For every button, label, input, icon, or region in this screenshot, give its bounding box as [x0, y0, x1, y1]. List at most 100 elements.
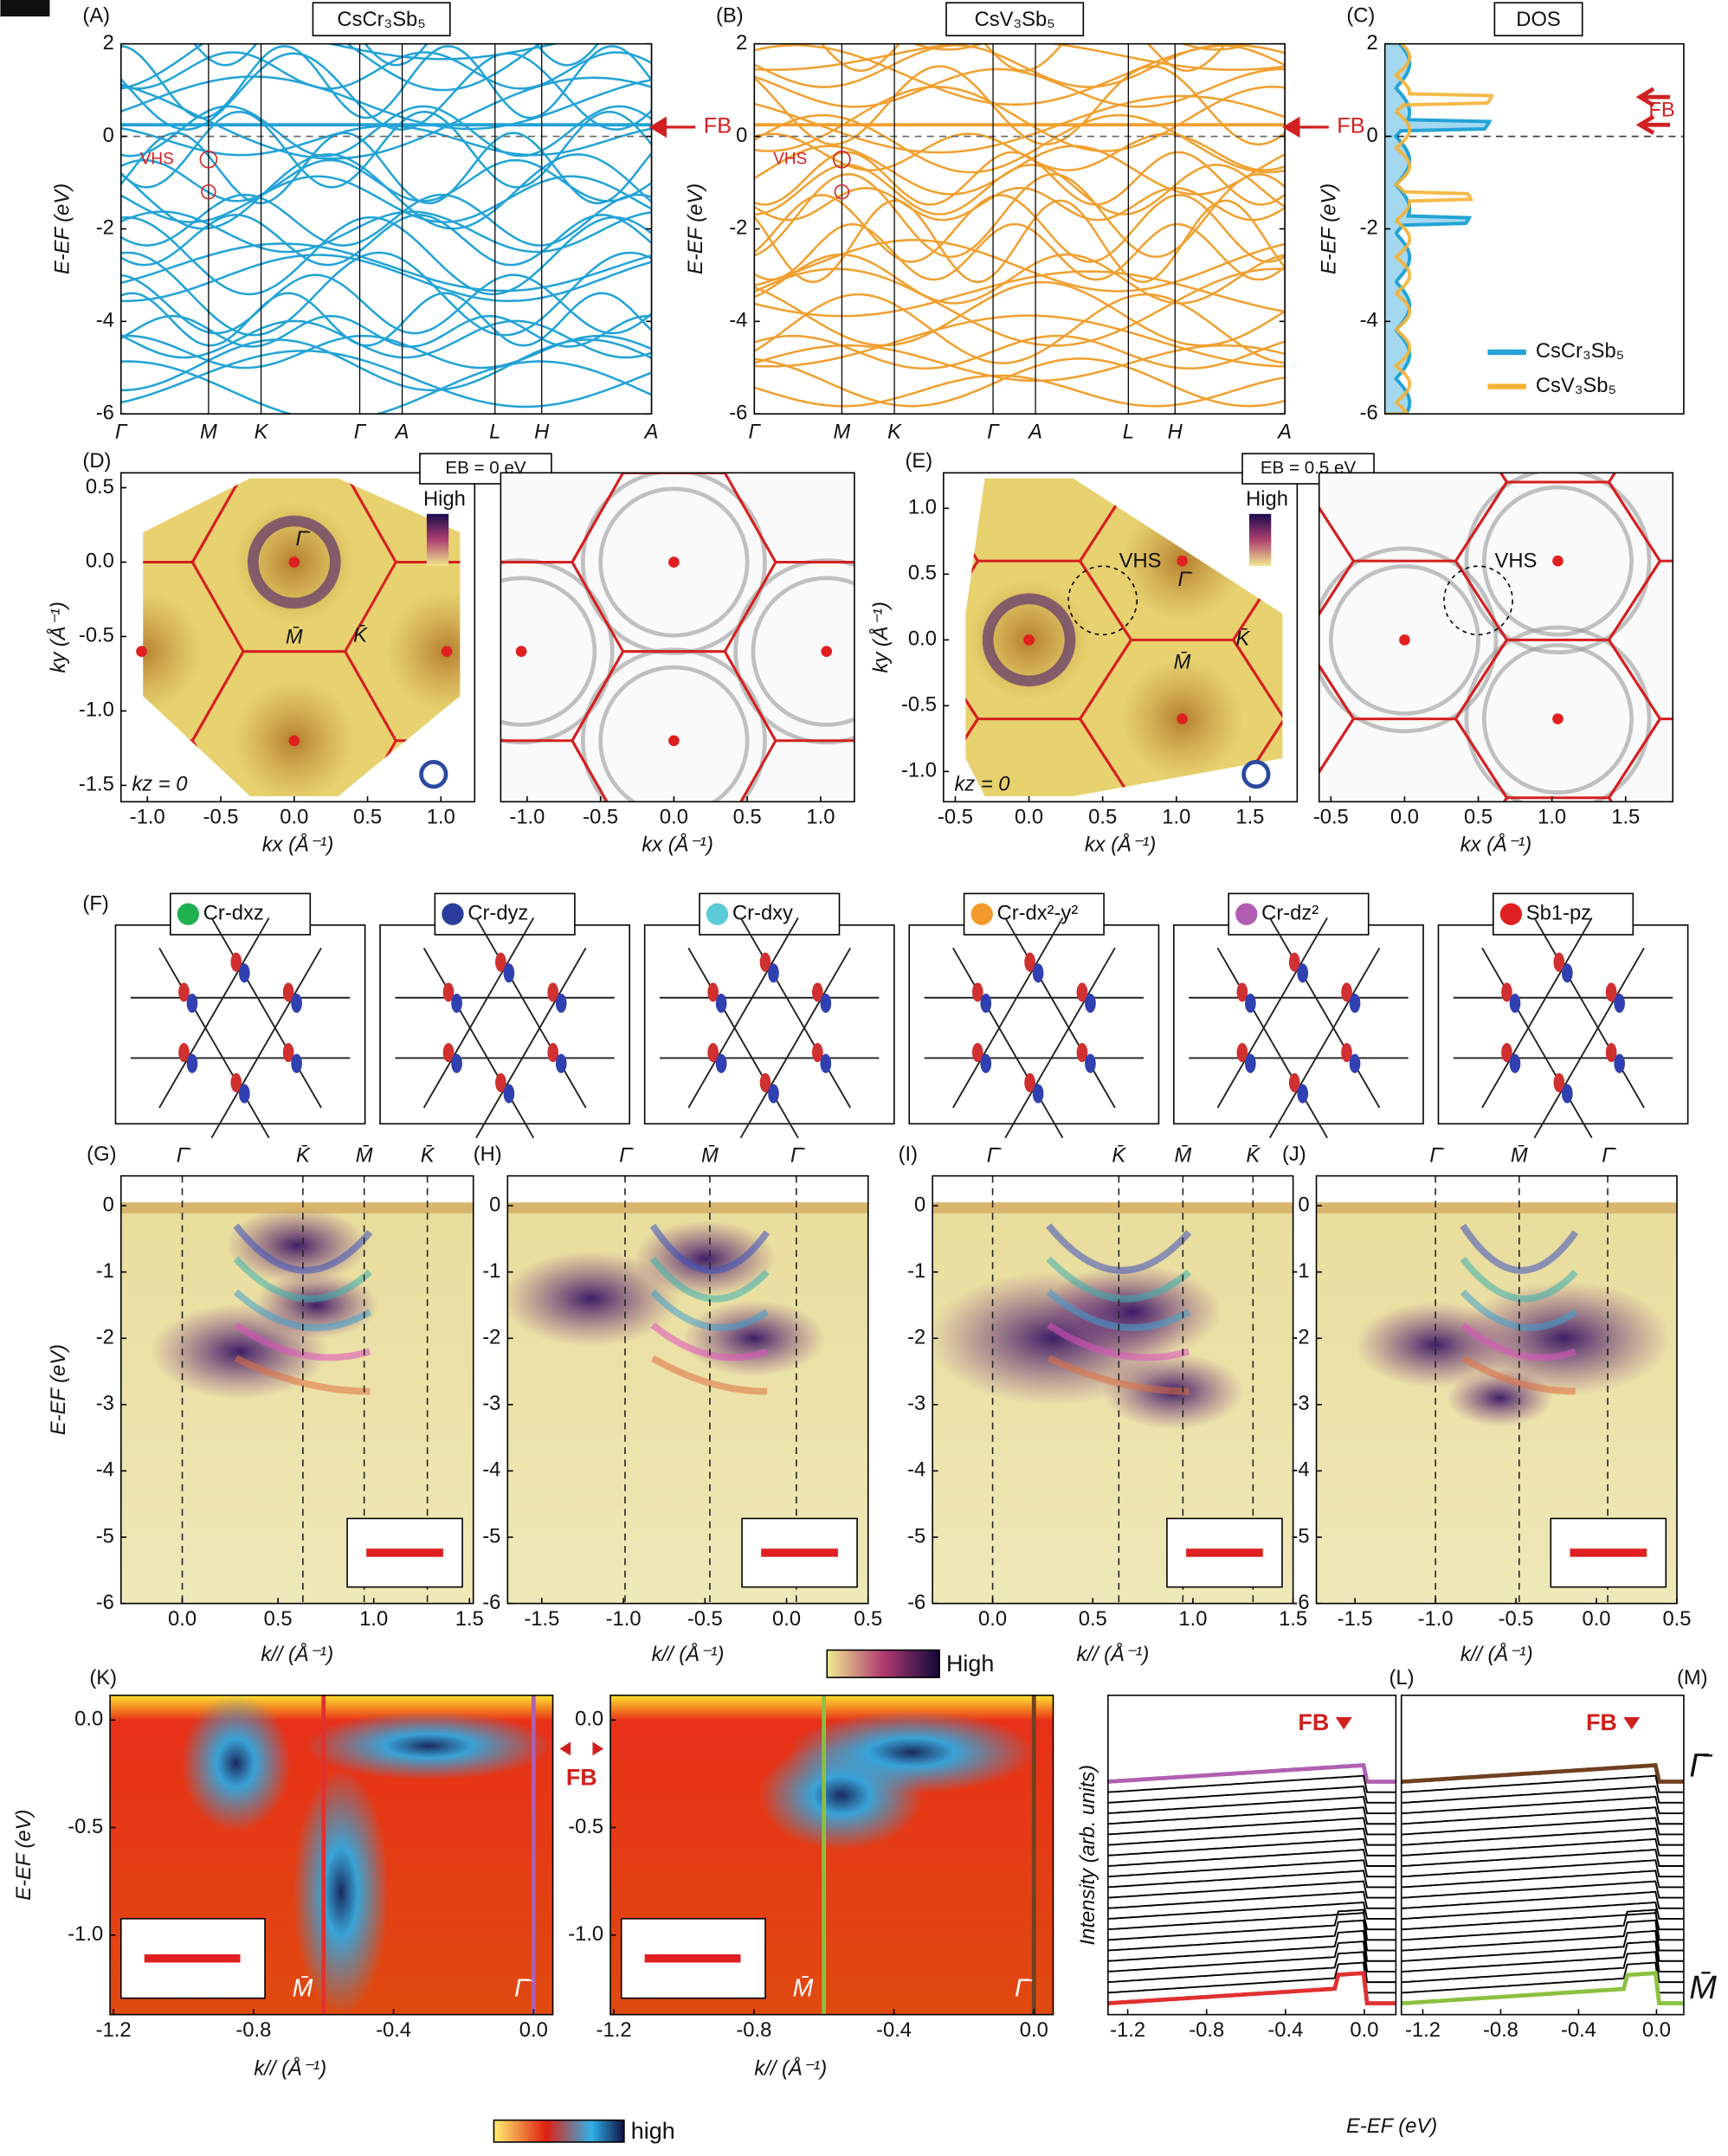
- y-tick-label: -4: [1291, 1458, 1309, 1482]
- band: [120, 254, 652, 302]
- y-tick-label: -0.5: [79, 624, 114, 647]
- fb-marker: [1335, 1717, 1352, 1730]
- kagome-line: [1481, 917, 1593, 1109]
- gamma-label: Γ̄: [1015, 1975, 1032, 2003]
- lobe: [442, 1042, 455, 1063]
- gamma-dot: [1177, 555, 1188, 567]
- lobe: [555, 993, 567, 1014]
- x-axis-label: k// (Å⁻¹): [1460, 1642, 1533, 1666]
- fs-ring: [733, 558, 854, 745]
- edc: [1401, 1919, 1684, 1952]
- edc-stack: [1401, 1762, 1684, 2006]
- band: [911, 43, 1254, 51]
- band: [754, 222, 1286, 281]
- vhs-circle: [834, 183, 850, 200]
- lobe: [1245, 1053, 1256, 1073]
- x-tick-label: 0.0: [168, 1607, 197, 1631]
- fs-ring: [598, 665, 750, 802]
- lobe: [291, 993, 302, 1014]
- k-point-label: M: [200, 421, 217, 444]
- y-tick-label: 0.0: [575, 1708, 603, 1731]
- y-tick-label: -2: [1291, 1326, 1309, 1349]
- x-tick-label: 1.0: [806, 806, 835, 829]
- edc: [1107, 1971, 1396, 2005]
- frame: [1383, 42, 1685, 415]
- y-tick-label: -6: [907, 1591, 925, 1614]
- calc-band: [1046, 1223, 1192, 1274]
- band: [754, 44, 1286, 88]
- edc: [1107, 1848, 1396, 1867]
- k-point-label: M̄: [701, 1144, 719, 1168]
- m-label: M̄: [793, 1975, 814, 2003]
- frame: [609, 1694, 1054, 2016]
- gamma-dot: [1399, 634, 1410, 646]
- y-tick-label: -3: [907, 1392, 925, 1415]
- x-tick-label: -0.5: [687, 1607, 723, 1631]
- lobe: [1236, 1042, 1248, 1063]
- x-tick-label: 0.0: [1015, 806, 1043, 829]
- kagome-line: [422, 917, 535, 1109]
- x-tick-label: -0.5: [1499, 1607, 1534, 1631]
- band: [120, 314, 652, 348]
- band: [120, 132, 652, 205]
- band: [754, 267, 1286, 347]
- gamma-dot: [441, 646, 453, 657]
- x-axis-label: kx (Å⁻¹): [642, 832, 712, 856]
- x-tick-label: 1.5: [455, 1607, 484, 1631]
- x-tick-label: -0.8: [1483, 2018, 1518, 2042]
- x-tick-label: 0.0: [1350, 2018, 1378, 2042]
- bz-boundary: [0, 294, 90, 473]
- colorbar: [1248, 513, 1272, 566]
- edc: [1107, 1796, 1396, 1814]
- x-tick-label: 0.0: [519, 2018, 548, 2042]
- edc: [1107, 1919, 1396, 1952]
- x-tick-label: 1.0: [1538, 806, 1566, 829]
- band: [120, 158, 652, 203]
- bz-boundary: [114, 0, 317, 26]
- bz-boundary: [498, 0, 700, 115]
- y-tick-label: -0.5: [568, 1815, 603, 1838]
- edc: [1401, 1908, 1684, 1941]
- k-point-label: K: [255, 421, 269, 444]
- y-tick-label: 2: [1367, 31, 1378, 55]
- edc: [1401, 1880, 1684, 1899]
- fb-label: FB: [704, 114, 732, 138]
- fs-ring: [1464, 473, 1652, 655]
- edc: [1107, 1912, 1396, 1931]
- kagome-line: [210, 947, 322, 1139]
- y-tick-label: -1: [482, 1259, 500, 1283]
- x-tick-label: 0.5: [733, 806, 762, 829]
- band: [754, 293, 1286, 364]
- y-tick-label: -5: [1291, 1524, 1309, 1548]
- fb-label: FB: [1298, 1709, 1329, 1735]
- x-axis-label: k// (Å⁻¹): [261, 1642, 333, 1666]
- lobe: [971, 1042, 983, 1063]
- y-tick-label: -6: [96, 1591, 114, 1614]
- kagome-line: [1268, 947, 1381, 1139]
- m-label: M̄: [286, 625, 303, 648]
- y-axis-label: E-EF (eV): [12, 1810, 35, 1901]
- kagome-line: [1216, 917, 1328, 1109]
- edc: [1401, 1859, 1684, 1878]
- gamma-dot: [515, 646, 527, 657]
- vhs-circle: [833, 150, 851, 169]
- x-tick-label: -1.2: [96, 2018, 132, 2042]
- fermi-cut: [932, 1202, 1293, 1213]
- bz-boundary: [143, 740, 244, 796]
- orbital-label: Cr-dz²: [1261, 901, 1319, 924]
- y-tick-label: -1.0: [68, 1922, 103, 1946]
- lobe: [1605, 982, 1617, 1002]
- edc: [1107, 1901, 1396, 1920]
- y-tick-label: -4: [907, 1458, 925, 1482]
- kagome-line: [739, 917, 852, 1109]
- y-tick-label: -4: [729, 309, 747, 332]
- edc: [1107, 1870, 1396, 1889]
- band: [754, 199, 1286, 284]
- band: [820, 43, 1228, 72]
- band: [120, 360, 652, 415]
- x-tick-label: 1.5: [1279, 1607, 1307, 1631]
- arpes-cut: [1316, 1202, 1677, 1604]
- lobe: [759, 952, 771, 972]
